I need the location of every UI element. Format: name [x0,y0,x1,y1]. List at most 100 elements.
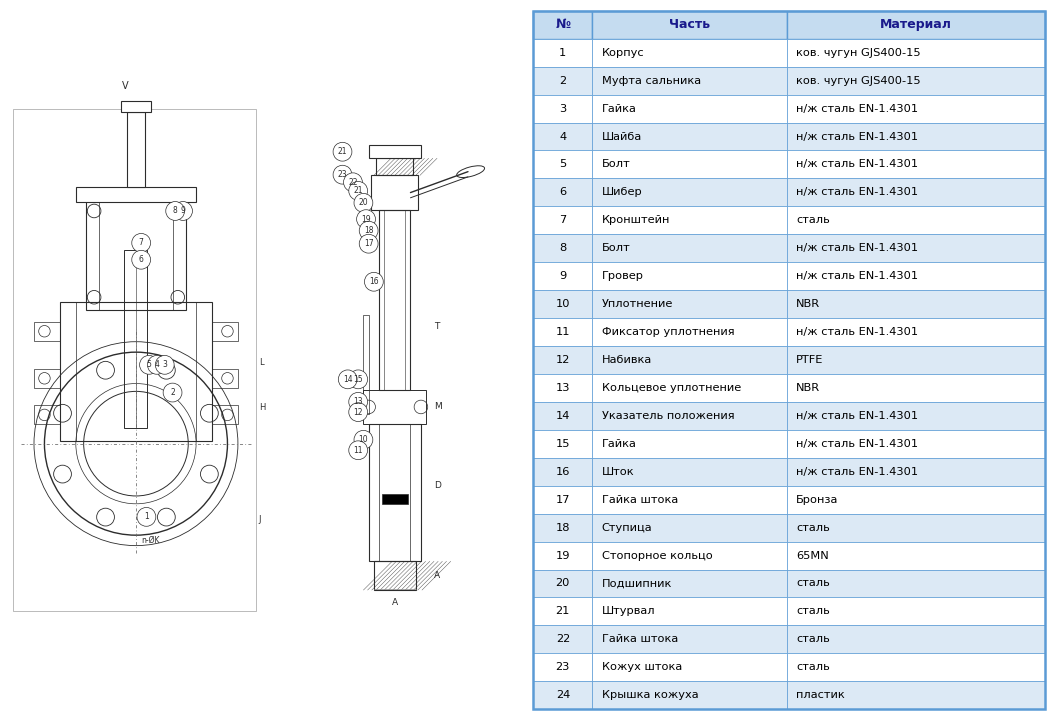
Text: н/ж сталь EN-1.4301: н/ж сталь EN-1.4301 [796,104,918,114]
Text: 12: 12 [354,408,363,417]
Text: Указатель положения: Указатель положения [602,411,734,421]
Bar [786,598,1045,626]
Bar [592,570,786,598]
Bar [533,207,592,234]
Bar [369,145,421,158]
Bar [533,374,592,402]
Text: Болт: Болт [602,243,630,253]
Text: сталь: сталь [796,634,830,644]
Text: н/ж сталь EN-1.4301: н/ж сталь EN-1.4301 [796,159,918,169]
Bar [122,102,150,112]
Bar [533,234,592,262]
Circle shape [349,392,368,411]
Text: 2: 2 [170,388,175,397]
Bar [592,374,786,402]
Bar [533,402,592,430]
Circle shape [359,221,378,240]
Bar [533,430,592,458]
Text: Уплотнение: Уплотнение [602,299,673,309]
Bar [786,458,1045,486]
Circle shape [349,441,368,459]
Text: 9: 9 [560,271,566,282]
Text: 21: 21 [354,186,363,195]
Text: L: L [259,358,264,367]
Bar [786,67,1045,94]
Bar [786,318,1045,346]
Text: 18: 18 [364,226,374,235]
Bar [592,653,786,681]
Bar [34,369,60,387]
Text: 18: 18 [555,523,570,533]
Text: NBR: NBR [796,299,820,309]
Text: Кольцевое уплотнение: Кольцевое уплотнение [602,383,741,393]
Text: сталь: сталь [796,523,830,533]
Bar [592,67,786,94]
Text: 22: 22 [349,178,358,186]
Bar [533,598,592,626]
Text: A: A [434,571,440,580]
Text: сталь: сталь [796,662,830,672]
Circle shape [140,356,159,374]
Text: 12: 12 [555,355,570,365]
Circle shape [333,166,352,184]
Bar [363,315,369,414]
Text: Часть: Часть [669,18,710,31]
Bar [786,39,1045,67]
Text: Муфта сальника: Муфта сальника [602,76,700,86]
Bar [786,430,1045,458]
Text: н/ж сталь EN-1.4301: н/ж сталь EN-1.4301 [796,467,918,477]
Bar [363,390,426,424]
Text: 65MN: 65MN [796,551,828,561]
Bar [592,598,786,626]
Text: 9: 9 [181,207,186,215]
Bar [533,346,592,374]
Bar [533,179,592,207]
Bar [533,290,592,318]
Text: Материал: Материал [880,18,951,31]
Bar [533,122,592,150]
Text: PTFE: PTFE [796,355,823,365]
Bar [786,513,1045,541]
Text: D: D [434,482,441,490]
Bar [786,122,1045,150]
Text: n-ØK: n-ØK [141,536,160,545]
Bar [786,262,1045,290]
Text: Крышка кожуха: Крышка кожуха [602,690,698,701]
Circle shape [136,508,155,526]
Text: Набивка: Набивка [602,355,652,365]
Circle shape [354,431,373,449]
Text: 3: 3 [560,104,566,114]
Text: 13: 13 [555,383,570,393]
Text: 10: 10 [359,436,369,444]
Text: 20: 20 [359,198,369,207]
Text: н/ж сталь EN-1.4301: н/ж сталь EN-1.4301 [796,187,918,197]
Bar [379,210,411,390]
Bar [786,570,1045,598]
Text: ков. чугун GJS400-15: ков. чугун GJS400-15 [796,48,921,58]
Text: Гайка: Гайка [602,438,636,449]
Bar [377,158,413,176]
Bar [125,250,147,428]
Circle shape [131,233,150,252]
Text: 5: 5 [560,159,566,169]
Bar [533,150,592,179]
Text: 23: 23 [338,170,348,179]
Text: сталь: сталь [796,215,830,225]
Circle shape [343,173,362,192]
Bar [382,494,407,504]
Text: H: H [259,402,266,412]
Text: Кронштейн: Кронштейн [602,215,670,225]
Circle shape [131,251,150,269]
Text: Шток: Шток [602,467,634,477]
Bar [592,150,786,179]
Bar [212,405,238,424]
Text: 21: 21 [555,606,570,616]
Bar [786,179,1045,207]
Text: Гайка: Гайка [602,104,636,114]
Text: 7: 7 [560,215,566,225]
Text: Гровер: Гровер [602,271,644,282]
Bar [592,681,786,709]
Text: Штурвал: Штурвал [602,606,655,616]
Text: сталь: сталь [796,578,830,588]
Bar [533,486,592,513]
